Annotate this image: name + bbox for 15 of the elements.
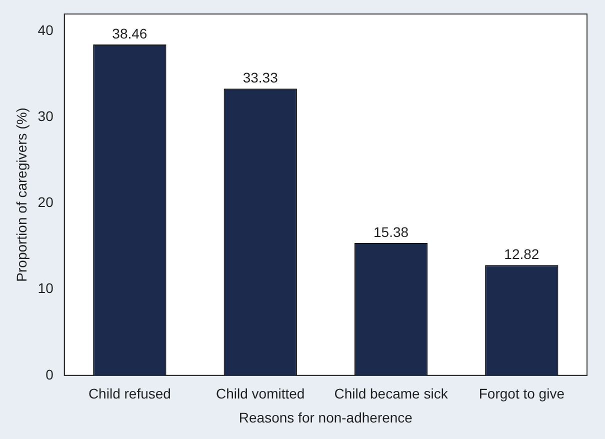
x-tick-label: Child vomitted <box>216 386 305 402</box>
y-tick-label: 40 <box>38 22 54 38</box>
x-axis-title: Reasons for non-adherence <box>238 409 413 426</box>
y-axis-title: Proportion of caregivers (%) <box>13 108 30 282</box>
x-tick-label: Child refused <box>88 386 171 402</box>
data-label: 12.82 <box>504 246 540 262</box>
data-label: 33.33 <box>242 69 278 86</box>
data-label: 38.46 <box>112 25 148 42</box>
y-tick-label: 0 <box>46 366 54 382</box>
x-tick-label: Forgot to give <box>478 386 565 402</box>
data-label: 15.38 <box>373 224 409 240</box>
y-tick-label: 30 <box>38 108 54 124</box>
y-tick-label: 10 <box>38 280 54 296</box>
y-tick-label: 20 <box>38 194 54 210</box>
x-tick-label: Child became sick <box>334 386 449 402</box>
